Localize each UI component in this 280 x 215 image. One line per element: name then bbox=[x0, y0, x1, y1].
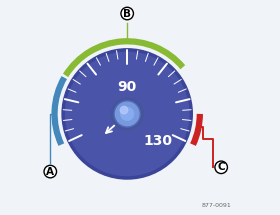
Text: 90: 90 bbox=[118, 80, 137, 94]
Circle shape bbox=[121, 108, 134, 120]
Circle shape bbox=[111, 98, 143, 130]
Text: 877-0091: 877-0091 bbox=[202, 203, 232, 208]
Text: A: A bbox=[46, 167, 54, 177]
Circle shape bbox=[63, 50, 191, 178]
Circle shape bbox=[120, 106, 128, 114]
Text: 130: 130 bbox=[143, 134, 172, 148]
Circle shape bbox=[115, 102, 139, 126]
Circle shape bbox=[114, 101, 140, 127]
Text: B: B bbox=[123, 9, 131, 18]
Text: C: C bbox=[217, 162, 225, 172]
